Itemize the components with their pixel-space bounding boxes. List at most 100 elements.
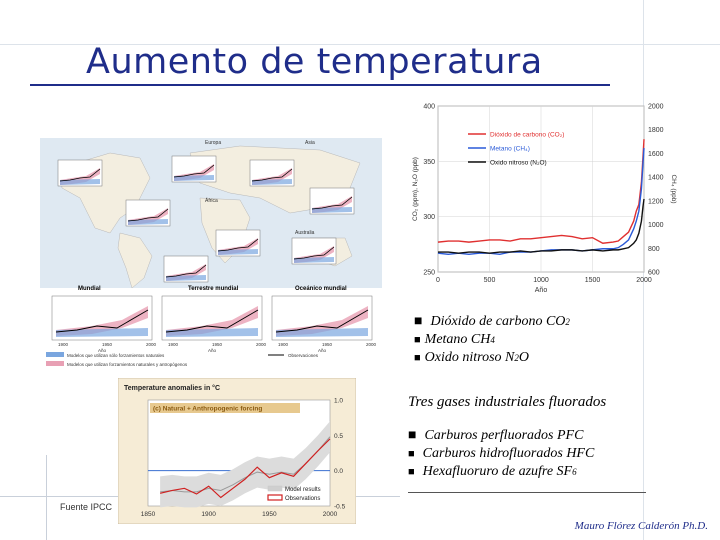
bullet-square-icon: ■ <box>408 466 415 478</box>
map-panel-x-tick: 1950 <box>212 342 223 347</box>
map-inset-observation-line <box>293 246 335 260</box>
temp-y-tick: 1.0 <box>334 398 343 405</box>
co2-y-tick-left: 300 <box>423 214 435 221</box>
bullet-subscript: 6 <box>572 467 577 477</box>
map-inset-band-natural <box>252 179 292 185</box>
map-panel-x-tick: 2000 <box>366 342 377 347</box>
co2-y-tick-right: 2000 <box>648 104 664 111</box>
title-underline <box>30 84 610 86</box>
temp-observations-line <box>159 438 331 499</box>
temp-legend-swatch <box>267 494 283 501</box>
map-inset-band-natural <box>174 175 214 181</box>
co2-x-tick: 500 <box>484 277 496 284</box>
map-panel-band-anthropogenic <box>56 306 148 336</box>
legend-swatch-anthropogenic <box>46 361 64 366</box>
co2-y-tick-right: 1800 <box>648 127 664 134</box>
map-panel-title: Mundial <box>78 286 101 292</box>
bullet-text: Carburos perfluorados PFC <box>424 428 584 443</box>
map-panel-x-tick: 1900 <box>58 342 69 347</box>
map-figure: 1900 1950 2000 Año 1900 1950 2000 Año 1900 1950 20… <box>40 138 382 370</box>
map-inset-observation-line <box>127 208 169 222</box>
co2-legend-entry: Oxido nitroso (N₂O) <box>490 160 547 167</box>
map-panel-observation-line <box>55 309 149 333</box>
bullets-bottom-rule <box>408 492 646 493</box>
map-inset-observation-line <box>251 168 293 182</box>
author-credit: Mauro Flórez Calderón Ph.D. <box>574 520 708 532</box>
co2-y-tick-right: 600 <box>648 270 660 277</box>
co2-x-label: Año <box>535 287 548 294</box>
temp-legend-swatch <box>267 485 283 492</box>
map-panel-band-anthropogenic <box>276 306 368 336</box>
bullet-ch4: ■ Metano CH 4 <box>414 332 570 350</box>
legend-natural: Modelos que utilizan sólo forzamientos n… <box>67 353 165 358</box>
map-panel-x-label: Año <box>318 348 327 353</box>
bullet-square-icon: ■ <box>414 352 421 364</box>
map-panel-x-tick: 2000 <box>146 342 157 347</box>
bullet-square-icon: ■ <box>408 448 415 460</box>
map-inset-band-natural <box>312 207 352 213</box>
co2-y-tick-right: 1400 <box>648 175 664 182</box>
map-panel-observation-line <box>165 309 259 333</box>
bullet-co2: ■ Dióxido de carbono CO 2 <box>414 314 570 332</box>
temp-chart-title: Temperature anomalies in °C <box>124 384 220 392</box>
bullet-text: Hexafluoruro de azufre SF <box>422 464 573 479</box>
map-south-america <box>117 232 153 289</box>
co2-y-tick-left: 350 <box>423 159 435 166</box>
bullet-pfc: ■ Carburos perfluorados PFC <box>408 428 606 446</box>
industrial-heading: Tres gases industriales fluorados <box>408 394 607 410</box>
map-panel-x-tick: 1900 <box>278 342 289 347</box>
map-inset-observation-line <box>59 168 101 182</box>
temperature-anomaly-chart: Temperature anomalies in °C (c) Natural +… <box>117 377 357 525</box>
co2-x-tick: 0 <box>436 277 440 284</box>
map-panel-band-natural <box>276 328 368 337</box>
co2-series-line <box>438 198 645 254</box>
map-inset-band-natural <box>218 249 258 255</box>
bullet-text: Metano CH <box>424 332 491 347</box>
legend-observations: Observaciones <box>288 353 319 358</box>
temp-legend-entry: Model results <box>285 487 321 493</box>
bullet-text: Oxido nitroso N <box>424 350 515 365</box>
industrial-gases: Tres gases industriales fluorados ■ Carb… <box>408 394 606 482</box>
temp-subtitle: (c) Natural + Anthropogenic forcing <box>153 406 262 413</box>
bullet-subscript: 2 <box>514 353 519 363</box>
map-figure-svg: 1900 1950 2000 Año 1900 1950 2000 Año 1900 1950 20… <box>40 138 382 367</box>
decor-line-top <box>0 44 720 45</box>
map-region-label: Asia <box>305 140 315 146</box>
co2-y-label-right: CH₄ (ppb) <box>670 174 677 203</box>
map-region-label: África <box>205 197 218 204</box>
bullet-text: Dióxido de carbono CO <box>430 314 566 329</box>
legend-swatch-natural <box>46 352 64 357</box>
map-panel-band-natural <box>166 328 258 337</box>
co2-y-tick-right: 800 <box>648 246 660 253</box>
co2-x-tick: 1500 <box>585 277 601 284</box>
map-panel-title: Oceánico mundial <box>295 286 347 292</box>
temp-y-tick: 0.5 <box>334 433 343 440</box>
bullet-subscript: 4 <box>490 335 495 345</box>
bullet-square-icon: ■ <box>414 334 421 346</box>
bullet-square-icon: ■ <box>408 428 417 443</box>
map-region-label: Australia <box>295 230 315 236</box>
co2-x-tick: 1000 <box>533 277 549 284</box>
co2-y-tick-right: 1600 <box>648 151 664 158</box>
temp-x-tick: 1950 <box>262 511 277 518</box>
co2-chart: 0 500 1000 1500 2000 250 300 350 400 600 800 1000 12… <box>408 96 678 302</box>
source-note: Fuente IPCC <box>60 502 113 512</box>
bullet-hfc: ■ Carburos hidrofluorados HFC <box>408 446 606 464</box>
temp-x-tick: 1900 <box>201 511 216 518</box>
co2-legend-entry: Metano (CH₄) <box>490 146 530 153</box>
co2-y-tick-left: 400 <box>423 104 435 111</box>
bullet-sf6: ■ Hexafluoruro de azufre SF 6 <box>408 464 606 482</box>
slide-title: Aumento de temperatura <box>86 42 543 82</box>
co2-y-label-left: CO₂ (ppm), N₂O (ppb) <box>412 157 419 221</box>
map-panel-x-label: Año <box>208 348 217 353</box>
co2-series-line <box>437 139 645 244</box>
map-inset-band-natural <box>294 257 334 263</box>
map-region-label: Europa <box>205 140 221 146</box>
map-inset-observation-line <box>165 264 207 278</box>
temp-x-tick: 1850 <box>141 511 156 518</box>
map-inset-band-natural <box>60 179 100 185</box>
map-panel-x-tick: 1950 <box>322 342 333 347</box>
map-panel-x-tick: 1950 <box>102 342 113 347</box>
temp-y-tick: -0.5 <box>334 504 346 511</box>
